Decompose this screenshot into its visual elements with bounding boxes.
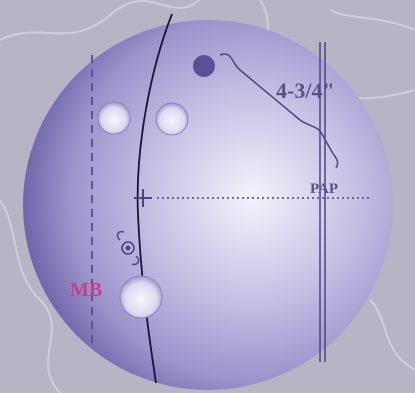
thumb-hole <box>119 275 163 319</box>
finger-hole-right <box>155 102 189 136</box>
mb-label: MB <box>70 279 102 301</box>
grip-centerline <box>136 13 173 384</box>
axis-center-cross <box>134 189 152 207</box>
measurement-bracket <box>219 53 339 169</box>
measurement-label: 4-3/4" <box>276 78 335 103</box>
finger-hole-left <box>97 101 131 135</box>
pap-label: PAP <box>310 181 338 197</box>
cg-swirl-icon <box>116 230 140 266</box>
pin-dot <box>193 55 215 77</box>
